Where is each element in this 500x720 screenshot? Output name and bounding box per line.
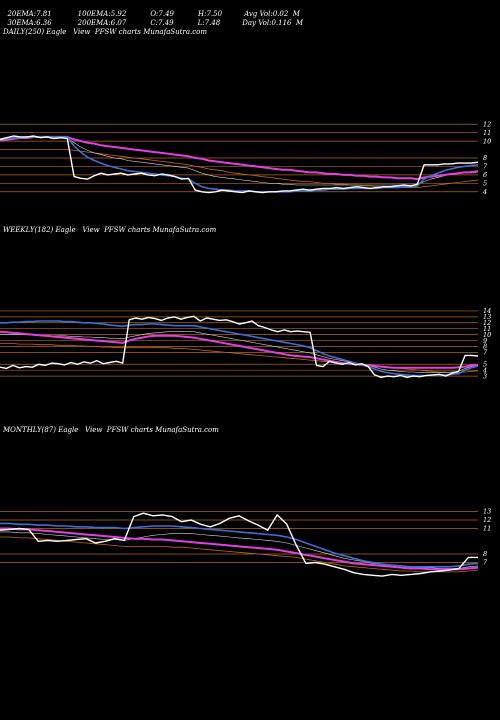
weekly-y-tick-label: 4 xyxy=(482,366,487,374)
high-value: 7.50 xyxy=(206,10,223,18)
daily-y-tick-label: 12 xyxy=(483,120,491,128)
weekly-y-tick-label: 8 xyxy=(483,343,487,351)
open-label: O: xyxy=(150,10,159,18)
daily-y-tick-label: 4 xyxy=(482,188,487,196)
daily-y-tick-label: 5 xyxy=(483,180,487,188)
weekly-panel-title: WEEKLY(182) Eagle View PFSW charts Munaf… xyxy=(3,226,217,234)
monthly-price-line xyxy=(0,512,478,577)
daily-price-line xyxy=(0,135,479,194)
weekly-y-tick-label: 5 xyxy=(483,360,487,368)
weekly-ema-blue-line xyxy=(0,320,479,377)
ema200-value: 6.07 xyxy=(110,19,127,27)
day-vol-value: 0.116 M xyxy=(271,19,304,27)
avg-vol-label: Avg Vol: xyxy=(244,10,273,18)
daily-ema-blue-line xyxy=(0,136,479,193)
weekly-price-line xyxy=(0,315,479,378)
weekly-y-tick-label: 13 xyxy=(483,313,491,321)
weekly-y-tick-label: 11 xyxy=(483,325,491,333)
day-vol-label: Day Vol: xyxy=(242,19,272,27)
weekly-y-tick-label: 3 xyxy=(483,372,487,380)
monthly-y-tick-label: 8 xyxy=(483,550,487,558)
ema200-label: 200EMA: xyxy=(77,19,111,27)
daily-ema-orange-line xyxy=(0,149,479,189)
daily-y-tick-label: 6 xyxy=(483,171,487,179)
weekly-y-tick-label: 9 xyxy=(483,337,487,345)
monthly-y-tick-label: 12 xyxy=(483,516,491,524)
daily-y-tick-label: 8 xyxy=(483,154,487,162)
ema100-value: 5.92 xyxy=(110,10,127,18)
daily-y-tick-label: 10 xyxy=(483,137,491,145)
low-label: L: xyxy=(197,19,205,27)
monthly-ema-thin-line xyxy=(0,531,479,569)
daily-y-tick-label: 7 xyxy=(483,163,488,171)
monthly-y-tick-label: 11 xyxy=(483,525,491,533)
monthly-ema-blue-line xyxy=(0,522,479,568)
daily-ema-thin-line xyxy=(0,137,479,186)
ema30-value: 6.36 xyxy=(36,19,52,27)
high-label: H: xyxy=(198,10,207,18)
header-line-2: 30EMA:6.36 200EMA:6.07 C:7.49 L:7.48 Day Vol… xyxy=(3,11,303,27)
avg-vol-value: 0.02 M xyxy=(272,10,300,18)
weekly-y-tick-label: 14 xyxy=(483,307,491,315)
daily-y-tick-label: 11 xyxy=(483,129,491,137)
close-value: 7.49 xyxy=(158,19,174,27)
close-label: C: xyxy=(150,19,159,27)
daily-ema-magenta-line xyxy=(0,135,479,181)
weekly-y-tick-label: 10 xyxy=(483,331,491,339)
monthly-ema-magenta-line xyxy=(0,527,479,571)
header-line-1: 20EMA:7.81 100EMA:5.92 O:7.49 H:7.50 Avg Vol… xyxy=(3,2,300,18)
weekly-ema-thin-line xyxy=(0,331,479,373)
weekly-y-tick-label: 7 xyxy=(483,349,488,357)
monthly-ema-orange-line xyxy=(0,536,479,573)
monthly-panel-title: MONTHLY(87) Eagle View PFSW charts Munaf… xyxy=(3,426,219,434)
ema100-label: 100EMA: xyxy=(77,10,111,18)
low-value: 7.48 xyxy=(204,19,221,27)
ema20-value: 7.81 xyxy=(36,10,52,18)
ema30-label: 30EMA: xyxy=(7,19,37,27)
monthly-y-tick-label: 7 xyxy=(483,559,488,567)
weekly-y-tick-label: 12 xyxy=(483,319,491,327)
open-value: 7.49 xyxy=(158,10,175,18)
ema20-label: 20EMA: xyxy=(7,10,37,18)
weekly-ema-magenta-line xyxy=(0,330,479,369)
daily-panel-title: DAILY(250) Eagle View PFSW charts Munafa… xyxy=(3,28,207,36)
monthly-y-tick-label: 13 xyxy=(483,508,491,516)
